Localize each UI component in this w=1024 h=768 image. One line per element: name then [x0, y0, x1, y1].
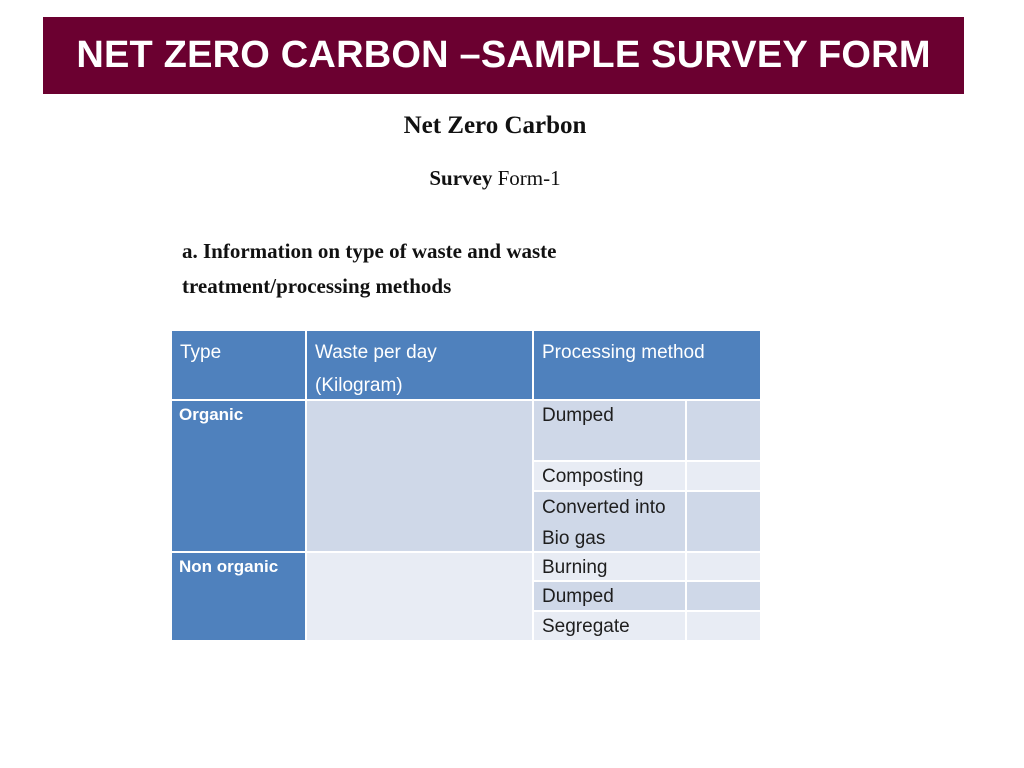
checkbox-organic-dumped[interactable] [687, 401, 760, 460]
document-subheading: Survey Form-1 [0, 166, 990, 191]
waste-input-non-organic[interactable] [307, 553, 532, 640]
type-organic-label: Organic [179, 405, 244, 424]
method-label: Composting [542, 466, 644, 487]
method-non-organic-segregate: Segregate [534, 612, 685, 640]
header-type: Type [172, 331, 305, 399]
subheading-bold: Survey [429, 166, 493, 190]
method-organic-dumped: Dumped [534, 401, 685, 460]
checkbox-non-organic-dumped[interactable] [687, 582, 760, 610]
page-title: NET ZERO CARBON –SAMPLE SURVEY FORM [76, 34, 931, 76]
method-organic-composting: Composting [534, 462, 685, 490]
method-non-organic-dumped: Dumped [534, 582, 685, 610]
header-method-label: Processing method [542, 342, 705, 363]
checkbox-organic-biogas[interactable] [687, 492, 760, 551]
title-banner: NET ZERO CARBON –SAMPLE SURVEY FORM [43, 17, 964, 94]
section-title-line2: treatment/processing methods [182, 274, 452, 298]
header-type-label: Type [180, 342, 222, 363]
method-label: Dumped [542, 586, 614, 607]
checkbox-non-organic-burning[interactable] [687, 553, 760, 580]
method-label-line1: Converted into [542, 497, 666, 518]
method-label: Burning [542, 557, 608, 578]
header-waste-line1: Waste per day [315, 342, 437, 363]
document-heading: Net Zero Carbon [403, 112, 587, 139]
checkbox-organic-composting[interactable] [687, 462, 760, 490]
type-organic: Organic [172, 401, 305, 551]
header-waste-line2: (Kilogram) [315, 375, 403, 396]
type-non-organic-label: Non organic [179, 557, 279, 576]
header-processing-method: Processing method [534, 331, 760, 399]
method-organic-biogas: Converted into Bio gas [534, 492, 685, 551]
waste-table: Type Waste per day (Kilogram) Processing… [172, 331, 760, 640]
checkbox-non-organic-segregate[interactable] [687, 612, 760, 640]
waste-input-organic[interactable] [307, 401, 532, 551]
method-label: Dumped [542, 405, 614, 426]
method-label: Segregate [542, 616, 630, 637]
header-waste-per-day: Waste per day (Kilogram) [307, 331, 532, 399]
method-label-line2: Bio gas [542, 528, 606, 549]
type-non-organic: Non organic [172, 553, 305, 640]
subheading-rest: Form-1 [497, 166, 561, 190]
section-title: a. Information on type of waste and wast… [182, 234, 702, 304]
section-title-line1: a. Information on type of waste and wast… [182, 239, 557, 263]
method-non-organic-burning: Burning [534, 553, 685, 580]
